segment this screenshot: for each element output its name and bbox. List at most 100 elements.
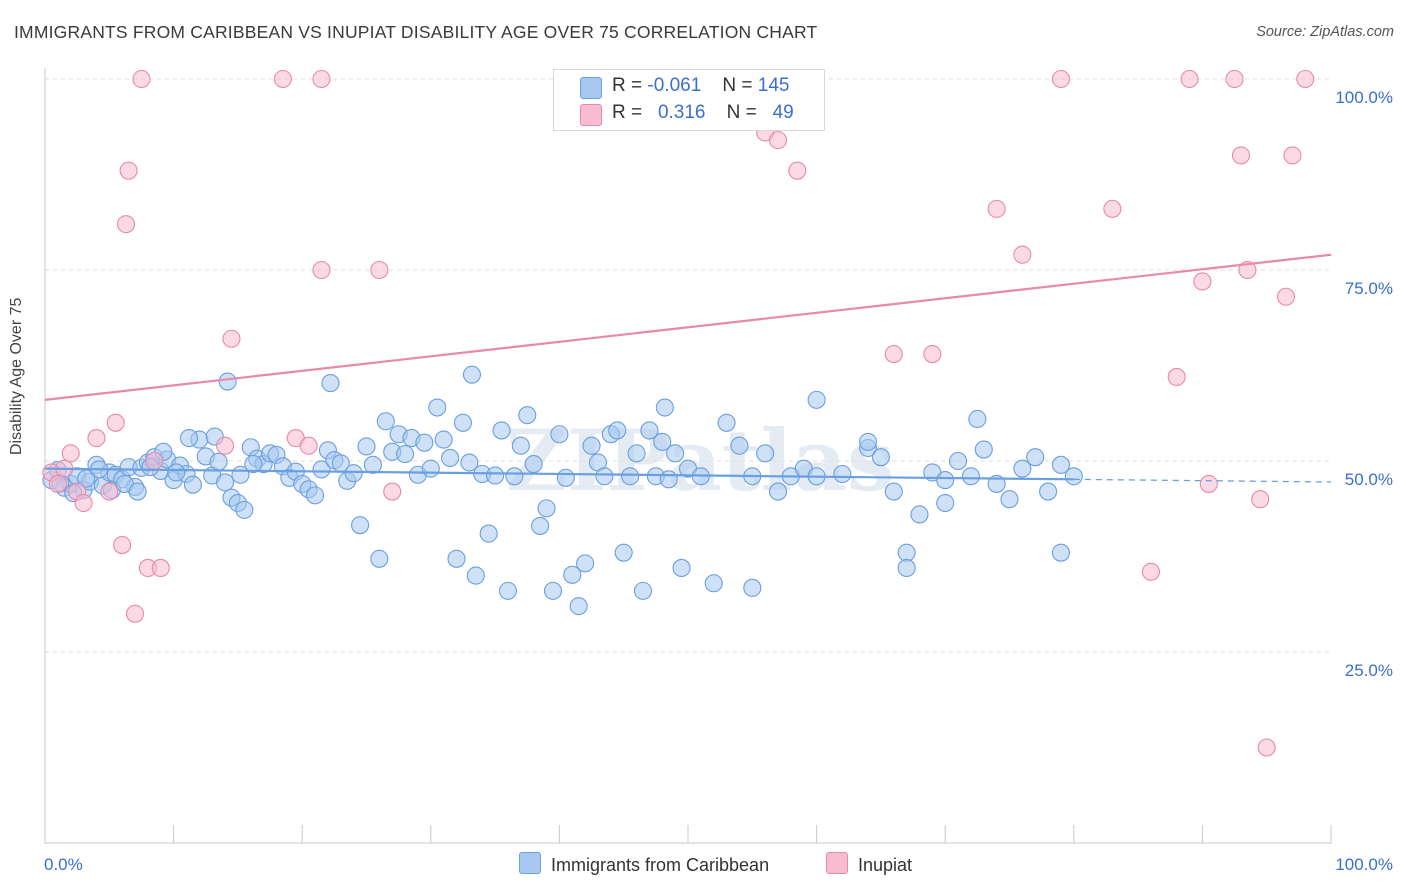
caribbean-point [833,464,852,484]
inupiat-point [119,161,138,180]
inupiat-point [1193,272,1212,291]
caribbean-point [627,444,646,463]
legend-swatch-inupiat [826,852,848,874]
caribbean-point [871,448,890,467]
caribbean-point [1026,448,1045,467]
legend-item-caribbean[interactable]: Immigrants from Caribbean [519,852,769,876]
x-tick-label: 100.0% [1335,855,1393,874]
inupiat-point [987,199,1006,218]
caribbean-point [357,437,376,456]
inupiat-point [1276,287,1296,306]
caribbean-point [949,451,968,471]
caribbean-point [897,558,916,578]
caribbean-point [768,482,788,501]
caribbean-point [531,516,550,535]
caribbean-point [807,390,826,409]
inupiat-point [48,474,67,493]
caribbean-point [376,412,395,431]
source-credit: Source: ZipAtlas.com [1256,24,1394,40]
inupiat-point [1296,69,1315,89]
caribbean-point [498,581,518,600]
caribbean-point [312,460,331,479]
caribbean-point [344,464,363,483]
caribbean-point [511,436,530,455]
caribbean-point [363,455,382,474]
caribbean-point [666,444,685,463]
legend-swatch-caribbean [580,77,602,99]
inupiat-point [106,413,125,432]
caribbean-point [428,398,447,417]
caribbean-point [505,467,524,486]
caribbean-point [653,432,672,451]
inupiat-point [74,493,93,513]
legend-label-inupiat: Inupiat [858,855,913,875]
legend-item-inupiat[interactable]: Inupiat [826,852,912,876]
caribbean-point [537,499,556,518]
caribbean-point [633,581,653,600]
caribbean-point [884,482,903,501]
legend-swatch-caribbean [519,852,541,874]
inupiat-point [125,604,145,623]
caribbean-point [486,466,505,485]
caribbean-point [556,468,575,487]
caribbean-point [936,471,955,490]
series-legend: Immigrants from Caribbean Inupiat [0,852,1406,876]
inupiat-point [215,436,235,455]
inupiat-point [87,429,106,448]
caribbean-point [659,470,678,489]
inupiat-point [383,482,402,501]
correlation-legend: R = -0.061 N = 145 R = 0.316 N = 49 [553,69,825,131]
caribbean-point [717,413,736,432]
caribbean-point [1000,490,1019,509]
caribbean-point [1064,467,1083,486]
caribbean-point [244,455,263,474]
caribbean-point [441,448,460,467]
y-tick-label: 100.0% [1335,88,1393,107]
inupiat-point [1199,474,1218,493]
caribbean-point [910,505,929,524]
caribbean-point [608,421,627,440]
inupiat-point [113,535,132,555]
legend-r-value-inupiat: 0.316 [657,102,706,123]
caribbean-point [524,455,543,474]
inupiat-point [273,69,292,89]
inupiat-point [1180,69,1199,89]
legend-r-label: R = [612,75,643,96]
caribbean-point [640,421,659,440]
caribbean-point [936,493,955,513]
caribbean-point [595,467,614,486]
inupiat-point [145,451,164,471]
inupiat-point [61,444,80,463]
caribbean-point [128,482,147,501]
caribbean-point [492,421,511,440]
inupiat-point [1051,69,1070,89]
caribbean-point [974,440,993,459]
legend-r-label: R = [612,102,643,123]
inupiat-point [1013,245,1032,264]
caribbean-point [415,433,434,452]
caribbean-point [179,429,199,448]
y-tick-label: 75.0% [1345,279,1393,298]
caribbean-point [968,409,987,429]
inupiat-point [222,329,241,348]
inupiat-point [299,436,318,455]
inupiat-point [923,344,942,364]
caribbean-point [1013,459,1032,478]
inupiat-point [1251,490,1270,509]
caribbean-point [351,516,370,535]
caribbean-point [1051,543,1070,562]
inupiat-point [1103,199,1122,218]
caribbean-point [453,413,473,432]
inupiat-point [1225,69,1244,89]
y-tick-label: 50.0% [1345,470,1393,489]
caribbean-point [655,398,674,417]
caribbean-point [167,463,186,482]
caribbean-point [218,372,237,391]
caribbean-point [1051,455,1070,474]
inupiat-point [370,260,389,280]
legend-n-label: N = [726,102,757,123]
caribbean-point [434,430,453,449]
inupiat-point [1141,562,1161,581]
caribbean-point [672,558,691,578]
